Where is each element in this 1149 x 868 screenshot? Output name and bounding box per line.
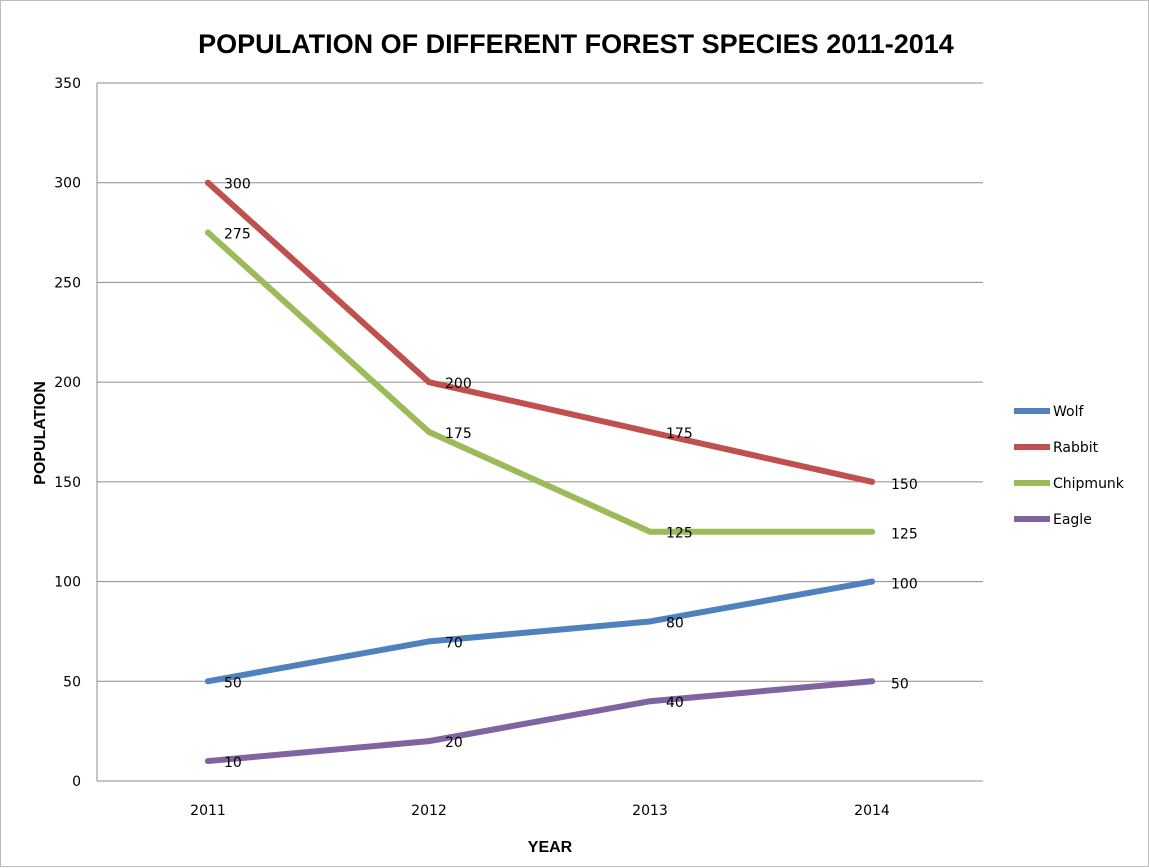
data-point-wolf bbox=[647, 618, 653, 625]
series-line-chipmunk bbox=[205, 229, 875, 535]
data-label-eagle: 50 bbox=[891, 676, 909, 692]
y-axis-title: POPULATION bbox=[32, 381, 49, 485]
data-point-chipmunk bbox=[205, 229, 211, 236]
data-label-wolf: 70 bbox=[445, 635, 463, 651]
legend-label-wolf: Wolf bbox=[1053, 404, 1084, 420]
data-point-eagle bbox=[869, 678, 875, 685]
data-label-chipmunk: 125 bbox=[891, 527, 918, 543]
legend-label-eagle: Eagle bbox=[1053, 512, 1092, 528]
data-label-rabbit: 200 bbox=[445, 376, 472, 392]
data-label-rabbit: 150 bbox=[891, 477, 918, 493]
grid bbox=[97, 82, 983, 682]
x-tick-label: 2011 bbox=[190, 803, 226, 819]
data-point-rabbit bbox=[647, 429, 653, 435]
legend: Wolf Rabbit Chipmunk Eagle bbox=[1014, 404, 1125, 528]
y-tick-labels: 0 50 100 150 200 250 300 350 bbox=[54, 76, 81, 790]
data-point-eagle bbox=[647, 698, 653, 705]
data-point-wolf bbox=[205, 678, 211, 685]
legend-label-rabbit: Rabbit bbox=[1053, 440, 1099, 456]
x-axis-title: YEAR bbox=[528, 839, 573, 856]
series-line-eagle bbox=[205, 678, 875, 765]
series-line-wolf bbox=[205, 578, 875, 685]
data-label-wolf: 100 bbox=[891, 577, 918, 593]
data-label-chipmunk: 175 bbox=[445, 426, 472, 442]
y-tick-label: 100 bbox=[54, 575, 81, 591]
data-label-eagle: 10 bbox=[224, 755, 242, 771]
data-point-chipmunk bbox=[869, 528, 875, 535]
data-point-wolf bbox=[426, 638, 432, 645]
data-point-wolf bbox=[869, 578, 875, 585]
data-label-eagle: 40 bbox=[666, 695, 684, 711]
y-tick-label: 250 bbox=[54, 275, 81, 291]
data-label-chipmunk: 275 bbox=[224, 227, 251, 243]
data-label-wolf: 80 bbox=[666, 615, 684, 631]
y-tick-label: 350 bbox=[54, 76, 81, 92]
data-point-rabbit bbox=[426, 379, 432, 386]
x-tick-label: 2014 bbox=[854, 803, 890, 819]
legend-label-chipmunk: Chipmunk bbox=[1053, 476, 1125, 492]
data-point-rabbit bbox=[205, 179, 211, 186]
y-tick-label: 0 bbox=[72, 774, 81, 790]
data-point-chipmunk bbox=[647, 528, 653, 535]
series-lines bbox=[205, 179, 875, 765]
data-point-eagle bbox=[426, 738, 432, 745]
data-point-eagle bbox=[205, 758, 211, 765]
y-tick-label: 150 bbox=[54, 475, 81, 491]
y-tick-label: 300 bbox=[54, 176, 81, 192]
y-tick-label: 200 bbox=[54, 375, 81, 391]
x-tick-label: 2012 bbox=[411, 803, 447, 819]
data-label-eagle: 20 bbox=[445, 735, 463, 751]
data-label-wolf: 50 bbox=[224, 675, 242, 691]
axes bbox=[96, 83, 983, 782]
data-labels: 50 70 80 100 300 200 175 150 275 175 125 125 10 20 40 5… bbox=[224, 177, 918, 771]
data-label-rabbit: 300 bbox=[224, 177, 251, 193]
data-point-rabbit bbox=[869, 478, 875, 485]
chart-title: POPULATION OF DIFFERENT FOREST SPECIES 2… bbox=[198, 29, 954, 59]
data-label-chipmunk: 125 bbox=[666, 526, 693, 542]
data-point-chipmunk bbox=[426, 429, 432, 435]
data-label-rabbit: 175 bbox=[666, 426, 693, 442]
y-tick-label: 50 bbox=[63, 674, 81, 690]
x-tick-labels: 2011 2012 2013 2014 bbox=[190, 803, 890, 819]
series-line-rabbit bbox=[205, 179, 875, 485]
x-tick-label: 2013 bbox=[632, 803, 668, 819]
